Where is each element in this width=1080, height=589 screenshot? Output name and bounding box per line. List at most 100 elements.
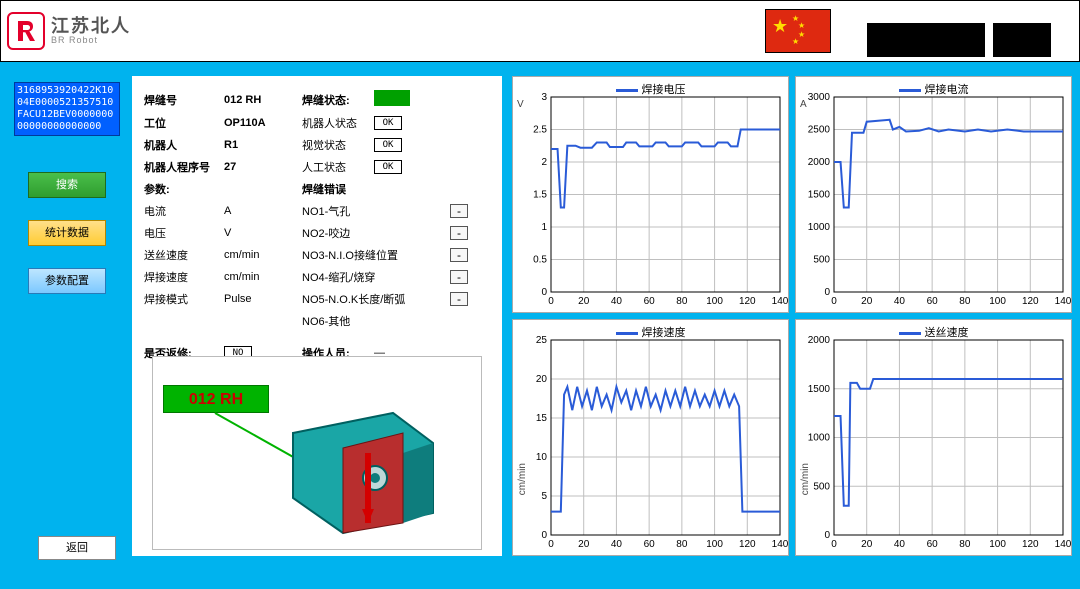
- label-robot: 机器人: [144, 137, 218, 153]
- search-button[interactable]: 搜索: [28, 172, 106, 198]
- value-weld-mode: Pulse: [224, 293, 296, 305]
- svg-text:40: 40: [611, 539, 623, 550]
- svg-text:25: 25: [536, 335, 548, 346]
- header-black-box-2: [993, 23, 1051, 57]
- svg-text:80: 80: [959, 539, 971, 550]
- svg-text:120: 120: [739, 539, 756, 550]
- chart-wire-speed: 送丝速度 cm/min 0204060801001201400500100015…: [795, 319, 1072, 556]
- unit-voltage: V: [224, 227, 296, 239]
- svg-text:60: 60: [644, 539, 656, 550]
- config-button[interactable]: 参数配置: [28, 268, 106, 294]
- manual-status-value: OK: [374, 160, 402, 174]
- svg-text:15: 15: [536, 413, 548, 424]
- header-black-box-1: [867, 23, 985, 57]
- brand-logo-mark: [7, 12, 45, 50]
- error-2-mark[interactable]: -: [450, 248, 468, 262]
- part-figure: 012 RH: [152, 356, 482, 550]
- china-flag-icon: ★ ★ ★ ★ ★: [765, 9, 831, 53]
- svg-text:5: 5: [541, 491, 547, 502]
- svg-text:0: 0: [831, 296, 837, 307]
- label-manual-status: 人工状态: [302, 159, 368, 175]
- svg-text:0: 0: [541, 287, 547, 298]
- label-voltage: 电压: [144, 225, 218, 241]
- svg-text:140: 140: [1055, 539, 1071, 550]
- svg-text:20: 20: [578, 539, 590, 550]
- svg-text:40: 40: [894, 296, 906, 307]
- svg-text:1.5: 1.5: [533, 190, 547, 201]
- label-seam-status: 焊缝状态:: [302, 92, 368, 108]
- svg-text:40: 40: [894, 539, 906, 550]
- svg-text:3000: 3000: [808, 92, 831, 103]
- svg-text:120: 120: [739, 296, 756, 307]
- svg-text:500: 500: [813, 481, 830, 492]
- svg-text:60: 60: [644, 296, 656, 307]
- charts-grid: 焊接电压 V 02040608010012014000.511.522.53 焊…: [512, 76, 1072, 556]
- value-seam-no: 012 RH: [224, 94, 296, 106]
- label-params: 参数:: [144, 181, 218, 197]
- svg-text:2000: 2000: [808, 335, 831, 346]
- svg-text:100: 100: [989, 296, 1006, 307]
- svg-text:1500: 1500: [808, 384, 831, 395]
- svg-text:40: 40: [611, 296, 623, 307]
- svg-text:60: 60: [927, 539, 939, 550]
- label-seam-error: 焊缝错误: [302, 181, 368, 197]
- part-3d-icon: [283, 403, 453, 543]
- seam-status-chip: [374, 90, 444, 109]
- label-robot-status: 机器人状态: [302, 115, 368, 131]
- unit-wire-speed: cm/min: [224, 249, 296, 261]
- svg-text:20: 20: [861, 296, 873, 307]
- svg-text:80: 80: [959, 296, 971, 307]
- label-current: 电流: [144, 203, 218, 219]
- svg-text:80: 80: [676, 539, 688, 550]
- back-button[interactable]: 返回: [38, 536, 116, 560]
- svg-text:1000: 1000: [808, 222, 831, 233]
- svg-text:1500: 1500: [808, 190, 831, 201]
- error-0-mark[interactable]: -: [450, 204, 468, 218]
- svg-text:10: 10: [536, 452, 548, 463]
- svg-text:120: 120: [1022, 296, 1039, 307]
- svg-text:120: 120: [1022, 539, 1039, 550]
- svg-text:20: 20: [861, 539, 873, 550]
- svg-text:0.5: 0.5: [533, 255, 547, 266]
- brand-name-cn: 江苏北人: [51, 17, 131, 35]
- svg-text:1000: 1000: [808, 433, 831, 444]
- info-panel: 焊缝号 012 RH 焊缝状态: 工位 OP110A 机器人状态 OK 机器人 …: [132, 76, 502, 556]
- value-program: 27: [224, 161, 296, 173]
- error-1-code: NO2-咬边: [302, 225, 444, 241]
- brand-logo: 江苏北人 BR Robot: [7, 7, 155, 55]
- svg-text:0: 0: [824, 287, 830, 298]
- error-2-code: NO3-N.I.O接缝位置: [302, 247, 444, 263]
- label-weld-speed: 焊接速度: [144, 269, 218, 285]
- brand-name-en: BR Robot: [51, 35, 131, 45]
- stats-button[interactable]: 统计数据: [28, 220, 106, 246]
- label-vision-status: 视觉状态: [302, 137, 368, 153]
- svg-text:2: 2: [541, 157, 547, 168]
- label-program: 机器人程序号: [144, 159, 218, 175]
- label-station: 工位: [144, 115, 218, 131]
- error-3-mark[interactable]: -: [450, 270, 468, 284]
- svg-text:140: 140: [772, 539, 788, 550]
- error-0-code: NO1-气孔: [302, 203, 444, 219]
- label-wire-speed: 送丝速度: [144, 247, 218, 263]
- label-weld-mode: 焊接模式: [144, 291, 218, 307]
- svg-text:0: 0: [824, 530, 830, 541]
- svg-text:500: 500: [813, 255, 830, 266]
- error-4-mark[interactable]: -: [450, 292, 468, 306]
- svg-text:1: 1: [541, 222, 547, 233]
- value-station: OP110A: [224, 117, 296, 129]
- error-3-code: NO4-缩孔/烧穿: [302, 269, 444, 285]
- error-4-code: NO5-N.O.K长度/断弧: [302, 291, 444, 307]
- svg-text:3: 3: [541, 92, 547, 103]
- chart-current: 焊接电流 A 020406080100120140050010001500200…: [795, 76, 1072, 313]
- error-1-mark[interactable]: -: [450, 226, 468, 240]
- svg-text:140: 140: [772, 296, 788, 307]
- value-robot: R1: [224, 139, 296, 151]
- svg-text:0: 0: [548, 296, 554, 307]
- vision-status-value: OK: [374, 138, 402, 152]
- svg-text:2000: 2000: [808, 157, 831, 168]
- unit-current: A: [224, 205, 296, 217]
- vision-status-chip: OK: [374, 138, 444, 152]
- robot-status-chip: OK: [374, 116, 444, 130]
- seam-status-color: [374, 90, 410, 106]
- svg-text:0: 0: [548, 539, 554, 550]
